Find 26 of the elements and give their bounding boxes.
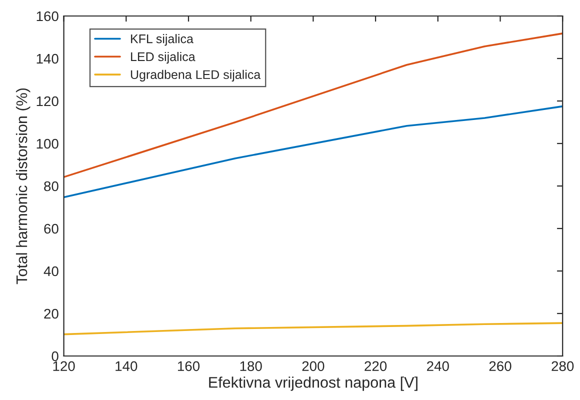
y-tick-label: 160	[36, 11, 58, 22]
y-tick-label: 80	[44, 181, 58, 192]
y-tick-label: 100	[36, 138, 58, 149]
line-series	[64, 322, 563, 336]
x-tick-label: 180	[240, 361, 262, 372]
y-tick-label: 120	[36, 96, 58, 106]
x-tick-label: 280	[552, 361, 574, 372]
y-tick-label: 20	[44, 308, 58, 319]
line-series	[64, 32, 563, 178]
x-tick-label: 240	[427, 361, 449, 372]
y-tick-label: 0	[52, 351, 58, 362]
legend-label: LED sijalica	[131, 52, 196, 64]
legend-label: KFL sijalica	[131, 34, 194, 46]
y-axis-title: Total harmonic distorsion (%)	[16, 88, 30, 284]
y-tick-label: 140	[36, 54, 58, 64]
x-axis-title: Efektivna vrijednost napona [V]	[209, 376, 418, 391]
x-tick-label: 220	[364, 361, 387, 372]
x-tick-label: 140	[116, 361, 138, 372]
legend-label: Ugradbena LED sijalica	[130, 70, 261, 82]
x-tick-label: 160	[178, 361, 200, 372]
y-tick-label: 60	[44, 224, 58, 234]
line-series	[64, 105, 563, 198]
x-tick-label: 200	[302, 361, 324, 372]
x-tick-label: 120	[53, 361, 75, 372]
x-tick-label: 260	[489, 361, 512, 372]
y-tick-label: 40	[44, 266, 58, 276]
